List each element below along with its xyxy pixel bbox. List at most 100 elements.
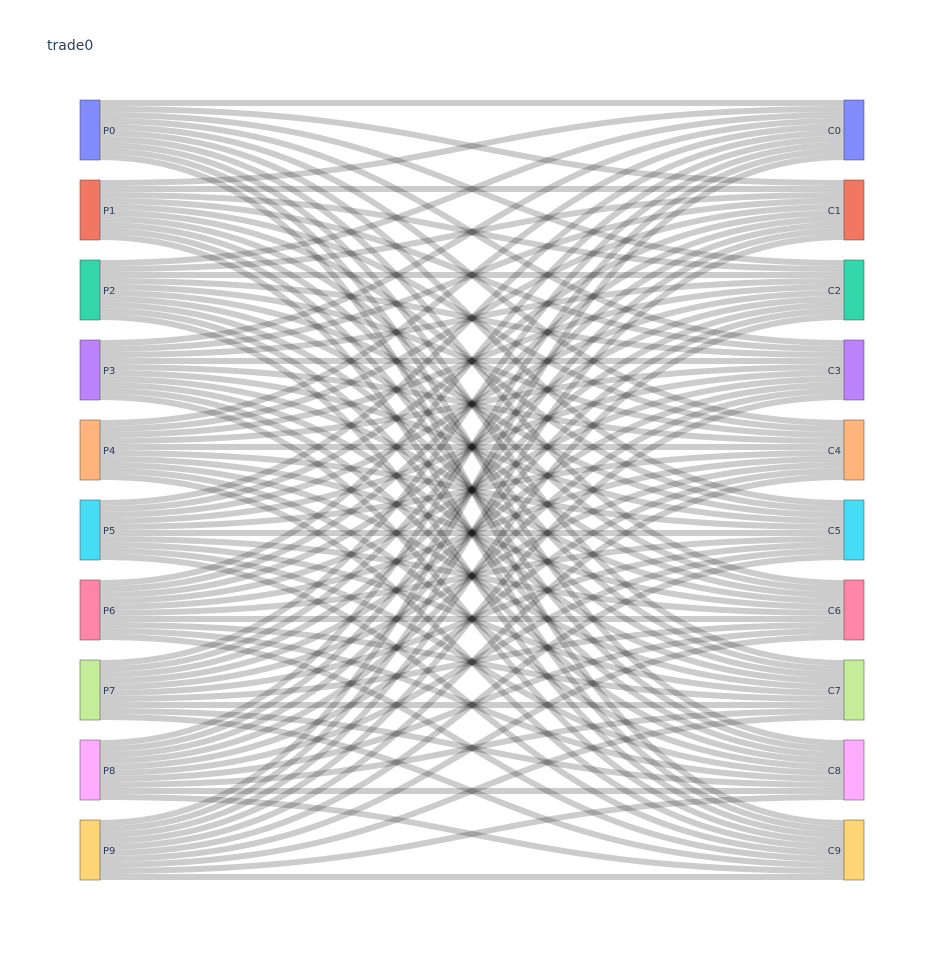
target-node-C1 (843, 179, 865, 241)
nodes-layer: P0 P1 P2 P3 P4 P5 P6 P7 P8 P9 C0 C1 C2 C3 C4 C5 C6 C7 C8 C9 (79, 99, 865, 881)
target-label-C6: C6 (828, 606, 841, 617)
link-P7-C9 (99, 714, 845, 868)
link-P3-C9 (99, 394, 845, 844)
target-node-C2 (843, 259, 865, 321)
link-P5-C4 (99, 450, 845, 530)
link-P4-C5 (99, 450, 845, 530)
link-P7-C8 (99, 708, 845, 788)
chart-title: trade0 (47, 38, 93, 54)
target-label-C4: C4 (828, 446, 841, 457)
source-node-P9 (79, 819, 101, 881)
link-P7-C2 (99, 302, 845, 678)
link-P5-C3 (99, 370, 845, 524)
link-P8-C2 (99, 308, 845, 758)
link-P0-C9 (99, 154, 845, 826)
link-P0-C5 (99, 130, 845, 506)
source-label-P2: P2 (103, 286, 115, 297)
source-node-P8 (79, 739, 101, 801)
target-label-C7: C7 (828, 686, 841, 697)
link-P8-C0 (99, 148, 845, 746)
link-P1-C8 (99, 228, 845, 752)
source-label-P3: P3 (103, 366, 115, 377)
target-node-C3 (843, 339, 865, 401)
link-P9-C1 (99, 234, 845, 832)
link-P3-C1 (99, 198, 845, 352)
link-P6-C3 (99, 376, 845, 604)
link-P6-C7 (99, 622, 845, 702)
link-P0-C3 (99, 118, 845, 346)
link-P4-C6 (99, 456, 845, 610)
source-node-P1 (79, 179, 101, 241)
link-P4-C0 (99, 124, 845, 426)
link-P4-C8 (99, 468, 845, 770)
link-P5-C6 (99, 536, 845, 616)
link-P4-C3 (99, 364, 845, 444)
link-P6-C1 (99, 216, 845, 592)
link-P0-C4 (99, 124, 845, 426)
link-P0-C6 (99, 136, 845, 586)
links-layer (99, 99, 845, 881)
link-P1-C2 (99, 192, 845, 272)
link-P7-C3 (99, 382, 845, 684)
link-P0-C1 (99, 106, 845, 186)
target-node-C8 (843, 739, 865, 801)
link-P5-C1 (99, 210, 845, 512)
link-P3-C8 (99, 388, 845, 764)
target-label-C1: C1 (828, 206, 841, 217)
link-P1-C9 (99, 234, 845, 832)
link-P1-C7 (99, 222, 845, 672)
link-P8-C4 (99, 468, 845, 770)
target-label-C9: C9 (828, 846, 841, 857)
link-P3-C6 (99, 376, 845, 604)
source-label-P1: P1 (103, 206, 115, 217)
link-P9-C0 (99, 154, 845, 826)
link-P9-C2 (99, 314, 845, 838)
target-label-C2: C2 (828, 286, 841, 297)
link-P2-C3 (99, 278, 845, 358)
target-label-C3: C3 (828, 366, 841, 377)
source-label-P4: P4 (103, 446, 115, 457)
link-P8-C6 (99, 628, 845, 782)
link-P2-C0 (99, 112, 845, 266)
link-P6-C8 (99, 628, 845, 782)
link-P1-C5 (99, 210, 845, 512)
link-P9-C8 (99, 794, 845, 874)
link-P4-C1 (99, 204, 845, 432)
link-P1-C3 (99, 198, 845, 352)
source-node-P4 (79, 419, 101, 481)
link-P1-C6 (99, 216, 845, 592)
link-P8-C9 (99, 794, 845, 874)
source-label-P8: P8 (103, 766, 115, 777)
link-P1-C0 (99, 106, 845, 186)
link-P7-C6 (99, 622, 845, 702)
link-P3-C4 (99, 364, 845, 444)
target-label-C0: C0 (828, 126, 841, 137)
link-P5-C7 (99, 542, 845, 696)
link-P1-C4 (99, 204, 845, 432)
link-P0-C2 (99, 112, 845, 266)
target-label-C8: C8 (828, 766, 841, 777)
link-P5-C0 (99, 130, 845, 506)
link-P2-C6 (99, 296, 845, 598)
target-node-C7 (843, 659, 865, 721)
link-P2-C5 (99, 290, 845, 518)
source-node-P7 (79, 659, 101, 721)
link-P8-C5 (99, 548, 845, 776)
link-P2-C7 (99, 302, 845, 678)
link-P9-C5 (99, 554, 845, 856)
target-node-C0 (843, 99, 865, 161)
source-label-P9: P9 (103, 846, 115, 857)
source-node-P0 (79, 99, 101, 161)
target-node-C6 (843, 579, 865, 641)
link-P8-C7 (99, 708, 845, 788)
link-P4-C2 (99, 284, 845, 438)
link-P5-C2 (99, 290, 845, 518)
link-P5-C8 (99, 548, 845, 776)
link-P3-C7 (99, 382, 845, 684)
link-P4-C7 (99, 462, 845, 690)
link-P7-C5 (99, 542, 845, 696)
target-node-C5 (843, 499, 865, 561)
link-P6-C4 (99, 456, 845, 610)
link-P2-C1 (99, 192, 845, 272)
